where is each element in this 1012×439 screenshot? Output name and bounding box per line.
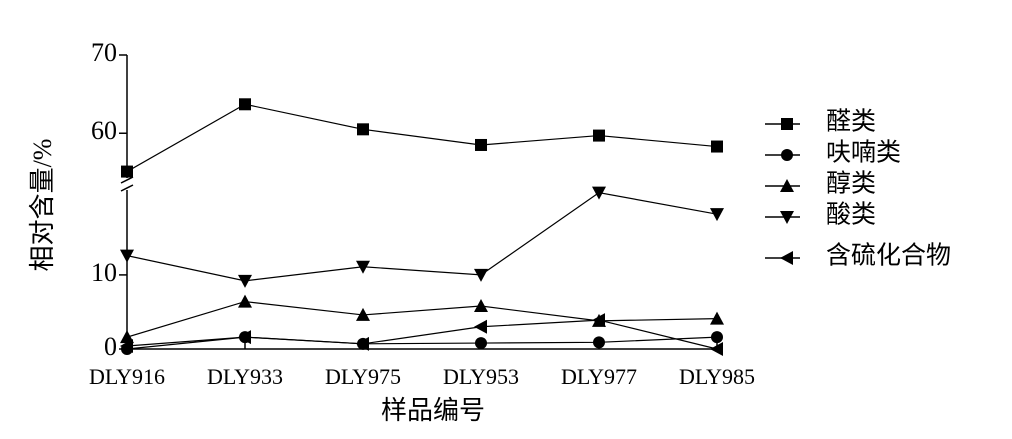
- marker: [121, 165, 133, 178]
- y-tick-label: 70: [91, 38, 117, 67]
- x-tick-label: DLY975: [325, 364, 401, 389]
- marker: [356, 307, 370, 321]
- legend-label: 呋喃类: [826, 139, 901, 167]
- marker: [710, 311, 724, 325]
- marker: [356, 260, 370, 274]
- marker: [356, 336, 369, 351]
- x-tick-label: DLY953: [443, 364, 519, 389]
- marker: [474, 268, 488, 282]
- axis-break: [120, 176, 134, 184]
- marker: [780, 251, 793, 265]
- series-line: [126, 319, 718, 350]
- marker: [474, 299, 488, 313]
- marker: [475, 337, 487, 350]
- x-tick-label: DLY933: [207, 364, 283, 389]
- x-tick-label: DLY916: [89, 364, 165, 389]
- series-line: [126, 103, 718, 173]
- x-axis-label: 样品编号: [381, 396, 485, 425]
- legend-label: 醇类: [826, 170, 876, 198]
- y-tick-label: 0: [104, 332, 117, 361]
- marker: [238, 330, 251, 345]
- y-tick-label: 60: [91, 116, 117, 145]
- marker: [710, 208, 724, 222]
- marker: [474, 319, 487, 334]
- marker: [592, 186, 606, 200]
- marker: [593, 129, 605, 142]
- legend-label: 酸类: [826, 201, 876, 229]
- marker: [120, 330, 134, 344]
- marker: [781, 149, 793, 161]
- marker: [711, 140, 723, 153]
- x-tick-label: DLY977: [561, 364, 637, 389]
- marker: [238, 294, 252, 308]
- y-axis-label: 相对含量/%: [28, 139, 57, 272]
- x-tick-label: DLY985: [679, 364, 755, 389]
- axis-break: [120, 184, 134, 192]
- marker: [120, 339, 133, 354]
- series-line: [126, 300, 718, 338]
- marker: [780, 211, 794, 224]
- legend-label: 醛类: [826, 108, 876, 136]
- series-line: [126, 192, 718, 282]
- y-tick-label: 10: [91, 258, 117, 287]
- marker: [475, 138, 487, 151]
- marker: [711, 331, 723, 344]
- marker: [357, 123, 369, 136]
- marker: [780, 179, 794, 192]
- marker: [710, 342, 723, 356]
- marker: [120, 249, 134, 263]
- marker: [239, 98, 251, 111]
- marker: [238, 274, 252, 288]
- legend-label: 含硫化合物: [826, 242, 951, 270]
- marker: [592, 313, 605, 328]
- marker: [593, 336, 605, 349]
- marker: [781, 118, 793, 130]
